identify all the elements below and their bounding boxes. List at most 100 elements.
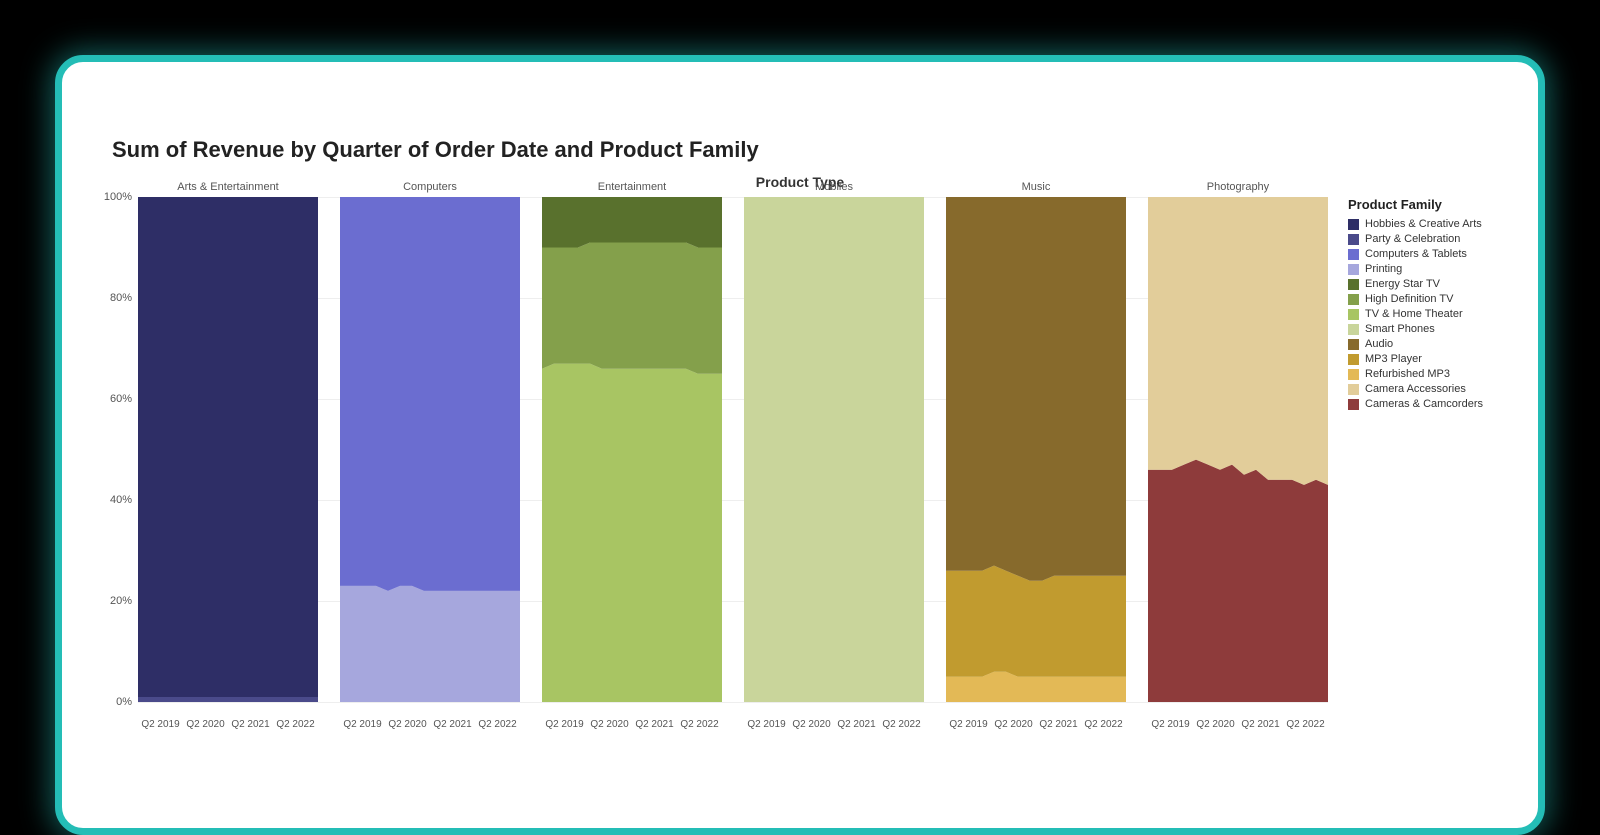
x-tick-label: Q2 2019	[744, 719, 789, 730]
legend-items: Hobbies & Creative Arts Party & Celebrati…	[1348, 218, 1508, 410]
area-layer	[542, 242, 722, 373]
legend: Product Family Hobbies & Creative Arts Pa…	[1348, 197, 1508, 413]
legend-label: Audio	[1365, 338, 1393, 350]
x-tick-label: Q2 2020	[991, 719, 1036, 730]
legend-swatch	[1348, 369, 1359, 380]
x-ticks: Q2 2019Q2 2020Q2 2021Q2 2022	[340, 719, 520, 730]
legend-title: Product Family	[1348, 197, 1508, 212]
legend-swatch	[1348, 339, 1359, 350]
panel-title: Music	[946, 181, 1126, 193]
x-tick-label: Q2 2019	[340, 719, 385, 730]
area-layer	[946, 566, 1126, 677]
legend-swatch	[1348, 324, 1359, 335]
chart-panels: Arts & EntertainmentQ2 2019Q2 2020Q2 202…	[138, 197, 1328, 702]
x-tick-label: Q2 2019	[946, 719, 991, 730]
legend-label: Hobbies & Creative Arts	[1365, 218, 1482, 230]
legend-label: Cameras & Camcorders	[1365, 398, 1483, 410]
legend-label: Printing	[1365, 263, 1402, 275]
y-axis: 0%20%40%60%80%100%	[104, 197, 138, 702]
legend-label: Energy Star TV	[1365, 278, 1440, 290]
legend-item: Audio	[1348, 338, 1508, 350]
stacked-area-svg	[340, 197, 520, 702]
x-tick-label: Q2 2021	[430, 719, 475, 730]
chart-title: Sum of Revenue by Quarter of Order Date …	[112, 137, 759, 163]
legend-label: Smart Phones	[1365, 323, 1435, 335]
legend-swatch	[1348, 309, 1359, 320]
legend-swatch	[1348, 219, 1359, 230]
y-tick-label: 80%	[110, 292, 132, 304]
area-layer	[542, 197, 722, 248]
x-tick-label: Q2 2021	[632, 719, 677, 730]
x-tick-label: Q2 2020	[385, 719, 430, 730]
x-tick-label: Q2 2020	[587, 719, 632, 730]
stacked-area-svg	[946, 197, 1126, 702]
legend-item: Energy Star TV	[1348, 278, 1508, 290]
stacked-area-svg	[138, 197, 318, 702]
legend-swatch	[1348, 279, 1359, 290]
legend-label: Party & Celebration	[1365, 233, 1460, 245]
x-tick-label: Q2 2022	[475, 719, 520, 730]
area-layer	[744, 197, 924, 702]
stacked-area-svg	[542, 197, 722, 702]
legend-item: Refurbished MP3	[1348, 368, 1508, 380]
y-tick-label: 20%	[110, 595, 132, 607]
x-tick-label: Q2 2019	[1148, 719, 1193, 730]
stacked-area-svg	[744, 197, 924, 702]
legend-item: TV & Home Theater	[1348, 308, 1508, 320]
x-tick-label: Q2 2021	[228, 719, 273, 730]
legend-item: Computers & Tablets	[1348, 248, 1508, 260]
x-tick-label: Q2 2022	[879, 719, 924, 730]
area-layer	[138, 197, 318, 697]
chart-panel: PhotographyQ2 2019Q2 2020Q2 2021Q2 2022	[1148, 197, 1328, 702]
x-tick-label: Q2 2022	[677, 719, 722, 730]
x-ticks: Q2 2019Q2 2020Q2 2021Q2 2022	[1148, 719, 1328, 730]
legend-label: Computers & Tablets	[1365, 248, 1467, 260]
legend-swatch	[1348, 399, 1359, 410]
chart-panel: MusicQ2 2019Q2 2020Q2 2021Q2 2022	[946, 197, 1126, 702]
area-layer	[1148, 197, 1328, 485]
x-tick-label: Q2 2020	[1193, 719, 1238, 730]
chart-panel: ComputersQ2 2019Q2 2020Q2 2021Q2 2022	[340, 197, 520, 702]
stacked-area-svg	[1148, 197, 1328, 702]
x-tick-label: Q2 2019	[138, 719, 183, 730]
area-layer	[138, 697, 318, 702]
chart-card: Sum of Revenue by Quarter of Order Date …	[55, 55, 1545, 835]
legend-item: Cameras & Camcorders	[1348, 398, 1508, 410]
legend-item: Smart Phones	[1348, 323, 1508, 335]
legend-item: Party & Celebration	[1348, 233, 1508, 245]
plot-area: Arts & EntertainmentQ2 2019Q2 2020Q2 202…	[138, 197, 1328, 702]
x-tick-label: Q2 2020	[789, 719, 834, 730]
legend-label: Camera Accessories	[1365, 383, 1466, 395]
x-ticks: Q2 2019Q2 2020Q2 2021Q2 2022	[138, 719, 318, 730]
panel-title: Photography	[1148, 181, 1328, 193]
area-layer	[542, 364, 722, 702]
legend-label: TV & Home Theater	[1365, 308, 1463, 320]
area-layer	[340, 197, 520, 591]
legend-swatch	[1348, 384, 1359, 395]
legend-swatch	[1348, 249, 1359, 260]
gridline	[138, 702, 1328, 703]
x-tick-label: Q2 2022	[1081, 719, 1126, 730]
x-tick-label: Q2 2020	[183, 719, 228, 730]
x-ticks: Q2 2019Q2 2020Q2 2021Q2 2022	[542, 719, 722, 730]
legend-item: MP3 Player	[1348, 353, 1508, 365]
legend-swatch	[1348, 294, 1359, 305]
chart-panel: Arts & EntertainmentQ2 2019Q2 2020Q2 202…	[138, 197, 318, 702]
y-tick-label: 100%	[104, 191, 132, 203]
panel-title: Computers	[340, 181, 520, 193]
area-layer	[1148, 460, 1328, 702]
legend-item: Camera Accessories	[1348, 383, 1508, 395]
panel-title: Entertainment	[542, 181, 722, 193]
x-tick-label: Q2 2022	[1283, 719, 1328, 730]
legend-label: High Definition TV	[1365, 293, 1453, 305]
y-tick-label: 40%	[110, 494, 132, 506]
legend-label: Refurbished MP3	[1365, 368, 1450, 380]
legend-item: High Definition TV	[1348, 293, 1508, 305]
area-layer	[340, 586, 520, 702]
legend-item: Printing	[1348, 263, 1508, 275]
x-ticks: Q2 2019Q2 2020Q2 2021Q2 2022	[946, 719, 1126, 730]
y-tick-label: 0%	[116, 696, 132, 708]
legend-item: Hobbies & Creative Arts	[1348, 218, 1508, 230]
legend-label: MP3 Player	[1365, 353, 1422, 365]
legend-swatch	[1348, 354, 1359, 365]
